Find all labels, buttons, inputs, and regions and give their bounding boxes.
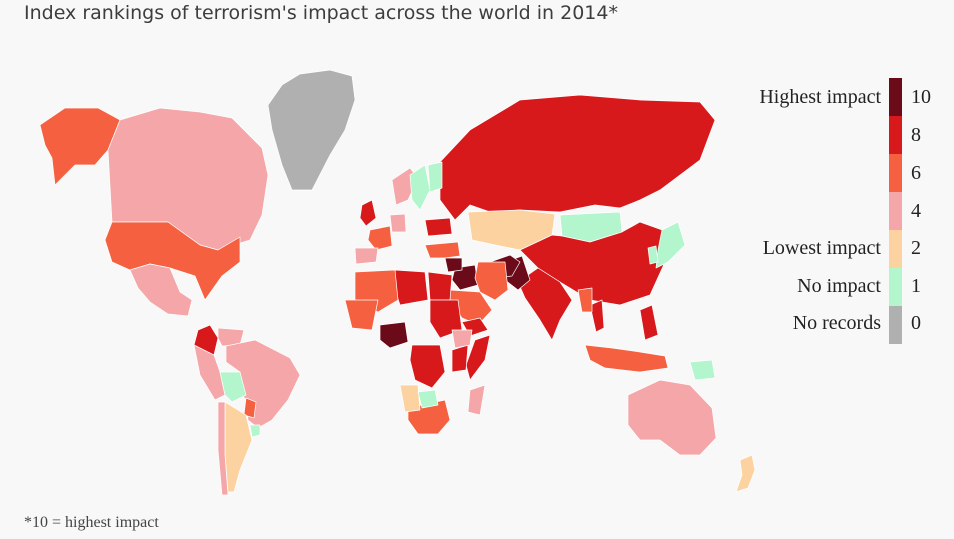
region-sudan: Sudan bbox=[429, 299, 463, 339]
region-finland: Finland bbox=[427, 161, 443, 193]
legend: Highest impact Lowest impact No impact N… bbox=[700, 78, 940, 344]
region-kenya: Kenya bbox=[451, 344, 469, 373]
legend-label-lowest: Lowest impact bbox=[762, 237, 881, 259]
region-indonesia: Indonesia bbox=[584, 344, 669, 373]
region-uruguay: Uruguay bbox=[249, 424, 261, 438]
region-libya: Libya bbox=[394, 269, 429, 306]
legend-tick-10: 10 bbox=[911, 86, 931, 108]
region-dr-congo: DR Congo bbox=[409, 344, 446, 389]
region-philippines: Philippines bbox=[639, 304, 659, 341]
region-ethiopia: Ethiopia bbox=[451, 329, 473, 349]
region-bolivia: Bolivia bbox=[219, 371, 247, 403]
region-ukraine: Ukraine bbox=[424, 217, 453, 237]
region-chile: Chile bbox=[217, 401, 229, 496]
region-somalia: Somalia bbox=[465, 334, 491, 381]
region-mexico: Mexico bbox=[129, 263, 193, 317]
region-egypt: Egypt bbox=[427, 271, 453, 301]
region-france: France bbox=[367, 225, 393, 251]
region-nigeria: Nigeria bbox=[379, 321, 409, 349]
region-germany: Germany bbox=[389, 213, 407, 233]
region-india: India bbox=[517, 267, 573, 341]
region-iraq: Iraq bbox=[451, 264, 479, 291]
region-greenland: Greenland bbox=[267, 69, 356, 191]
chart-title: Index rankings of terrorism's impact acr… bbox=[24, 2, 618, 24]
legend-label-highest: Highest impact bbox=[759, 86, 881, 108]
legend-tick-6: 6 bbox=[911, 162, 921, 184]
legend-tick-8: 8 bbox=[911, 124, 921, 146]
region-australia: Australia bbox=[627, 379, 717, 456]
footnote: *10 = highest impact bbox=[24, 514, 159, 531]
region-madagascar: Madagascar bbox=[467, 384, 486, 416]
region-alaska: Alaska bbox=[39, 107, 121, 186]
region-sweden: Sweden bbox=[409, 164, 431, 211]
legend-swatch-2 bbox=[889, 230, 902, 268]
region-united-states: United States bbox=[104, 221, 241, 301]
region-botswana: Botswana bbox=[417, 389, 439, 409]
region-namibia: Namibia bbox=[399, 384, 421, 413]
region-thailand: Thailand bbox=[589, 299, 605, 333]
region-iran: Iran bbox=[474, 261, 509, 301]
region-syria: Syria bbox=[444, 257, 463, 273]
legend-swatch-0 bbox=[889, 306, 902, 344]
legend-swatch-10 bbox=[889, 78, 902, 116]
region-turkey: Turkey bbox=[424, 241, 461, 259]
legend-label-no-records: No records bbox=[792, 312, 881, 334]
region-new-zealand: New Zealand bbox=[735, 454, 756, 493]
region-russia: Russia bbox=[439, 94, 716, 221]
region-japan: Japan bbox=[655, 221, 686, 269]
region-myanmar: Myanmar bbox=[577, 287, 593, 313]
legend-tick-1: 1 bbox=[911, 275, 921, 297]
legend-swatch-6 bbox=[889, 154, 902, 192]
legend-swatch-8 bbox=[889, 116, 902, 154]
legend-swatch-1 bbox=[889, 268, 902, 306]
region-mali: Mali bbox=[344, 299, 379, 331]
legend-tick-2: 2 bbox=[911, 237, 921, 259]
region-paraguay: Paraguay bbox=[243, 397, 257, 419]
region-korea: Korea bbox=[647, 245, 659, 265]
region-united-kingdom: United Kingdom bbox=[359, 199, 377, 227]
legend-label-none: No impact bbox=[797, 275, 881, 297]
legend-tick-4: 4 bbox=[911, 200, 921, 222]
region-spain: Spain bbox=[354, 247, 379, 265]
legend-tick-0: 0 bbox=[911, 312, 921, 334]
legend-swatch-4 bbox=[889, 192, 902, 230]
region-papua-new-guinea: Papua New Guinea bbox=[689, 359, 716, 381]
